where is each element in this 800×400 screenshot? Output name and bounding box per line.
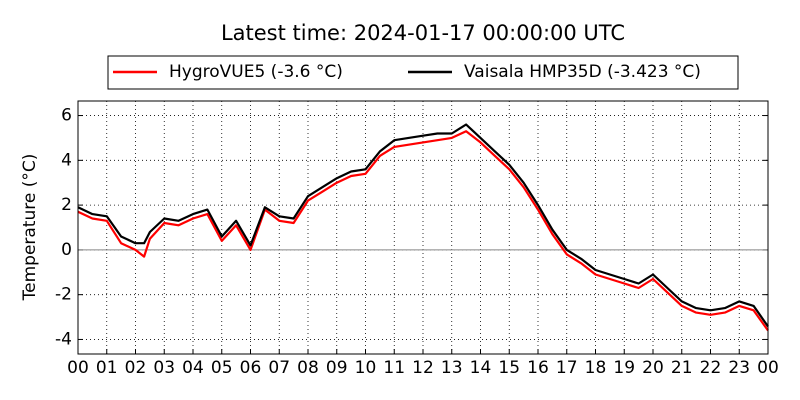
legend-label: HygroVUE5 (-3.6 °C)	[169, 62, 343, 82]
x-tick-label: 17	[556, 358, 578, 378]
x-tick-label: 06	[240, 358, 262, 378]
x-tick-label: 20	[642, 358, 664, 378]
x-tick-label: 22	[700, 358, 722, 378]
x-tick-label: 16	[527, 358, 549, 378]
x-tick-label: 05	[211, 358, 233, 378]
y-tick-label: 4	[61, 150, 72, 170]
y-axis-label: Temperature (°C)	[20, 154, 40, 302]
x-tick-label: 08	[297, 358, 319, 378]
plot-frame	[77, 100, 769, 355]
y-tick-label: -4	[55, 329, 72, 349]
y-tick-label: 6	[61, 106, 72, 126]
chart-title: Latest time: 2024-01-17 00:00:00 UTC	[221, 21, 625, 45]
x-tick-label: 23	[728, 358, 750, 378]
x-tick-label: 13	[441, 358, 463, 378]
y-tick-label: 2	[61, 195, 72, 215]
x-tick-label: 11	[383, 358, 405, 378]
x-tick-label: 02	[125, 358, 147, 378]
x-tick-label: 00	[67, 358, 89, 378]
x-tick-label: 15	[498, 358, 520, 378]
x-tick-label: 01	[96, 358, 118, 378]
x-tick-label: 00	[757, 358, 779, 378]
x-tick-label: 10	[355, 358, 377, 378]
x-tick-label: 19	[613, 358, 635, 378]
x-tick-label: 04	[182, 358, 204, 378]
x-tick-label: 03	[153, 358, 175, 378]
series-line	[77, 130, 769, 332]
x-tick-label: 07	[268, 358, 290, 378]
x-tick-label: 14	[470, 358, 492, 378]
x-tick-label: 12	[412, 358, 434, 378]
y-tick-label: -2	[55, 285, 72, 305]
series-line	[77, 123, 769, 328]
x-tick-label: 09	[326, 358, 348, 378]
legend-label: Vaisala HMP35D (-3.423 °C)	[464, 62, 701, 82]
x-tick-label: 21	[671, 358, 693, 378]
x-tick-label: 18	[585, 358, 607, 378]
y-tick-label: 0	[61, 240, 72, 260]
